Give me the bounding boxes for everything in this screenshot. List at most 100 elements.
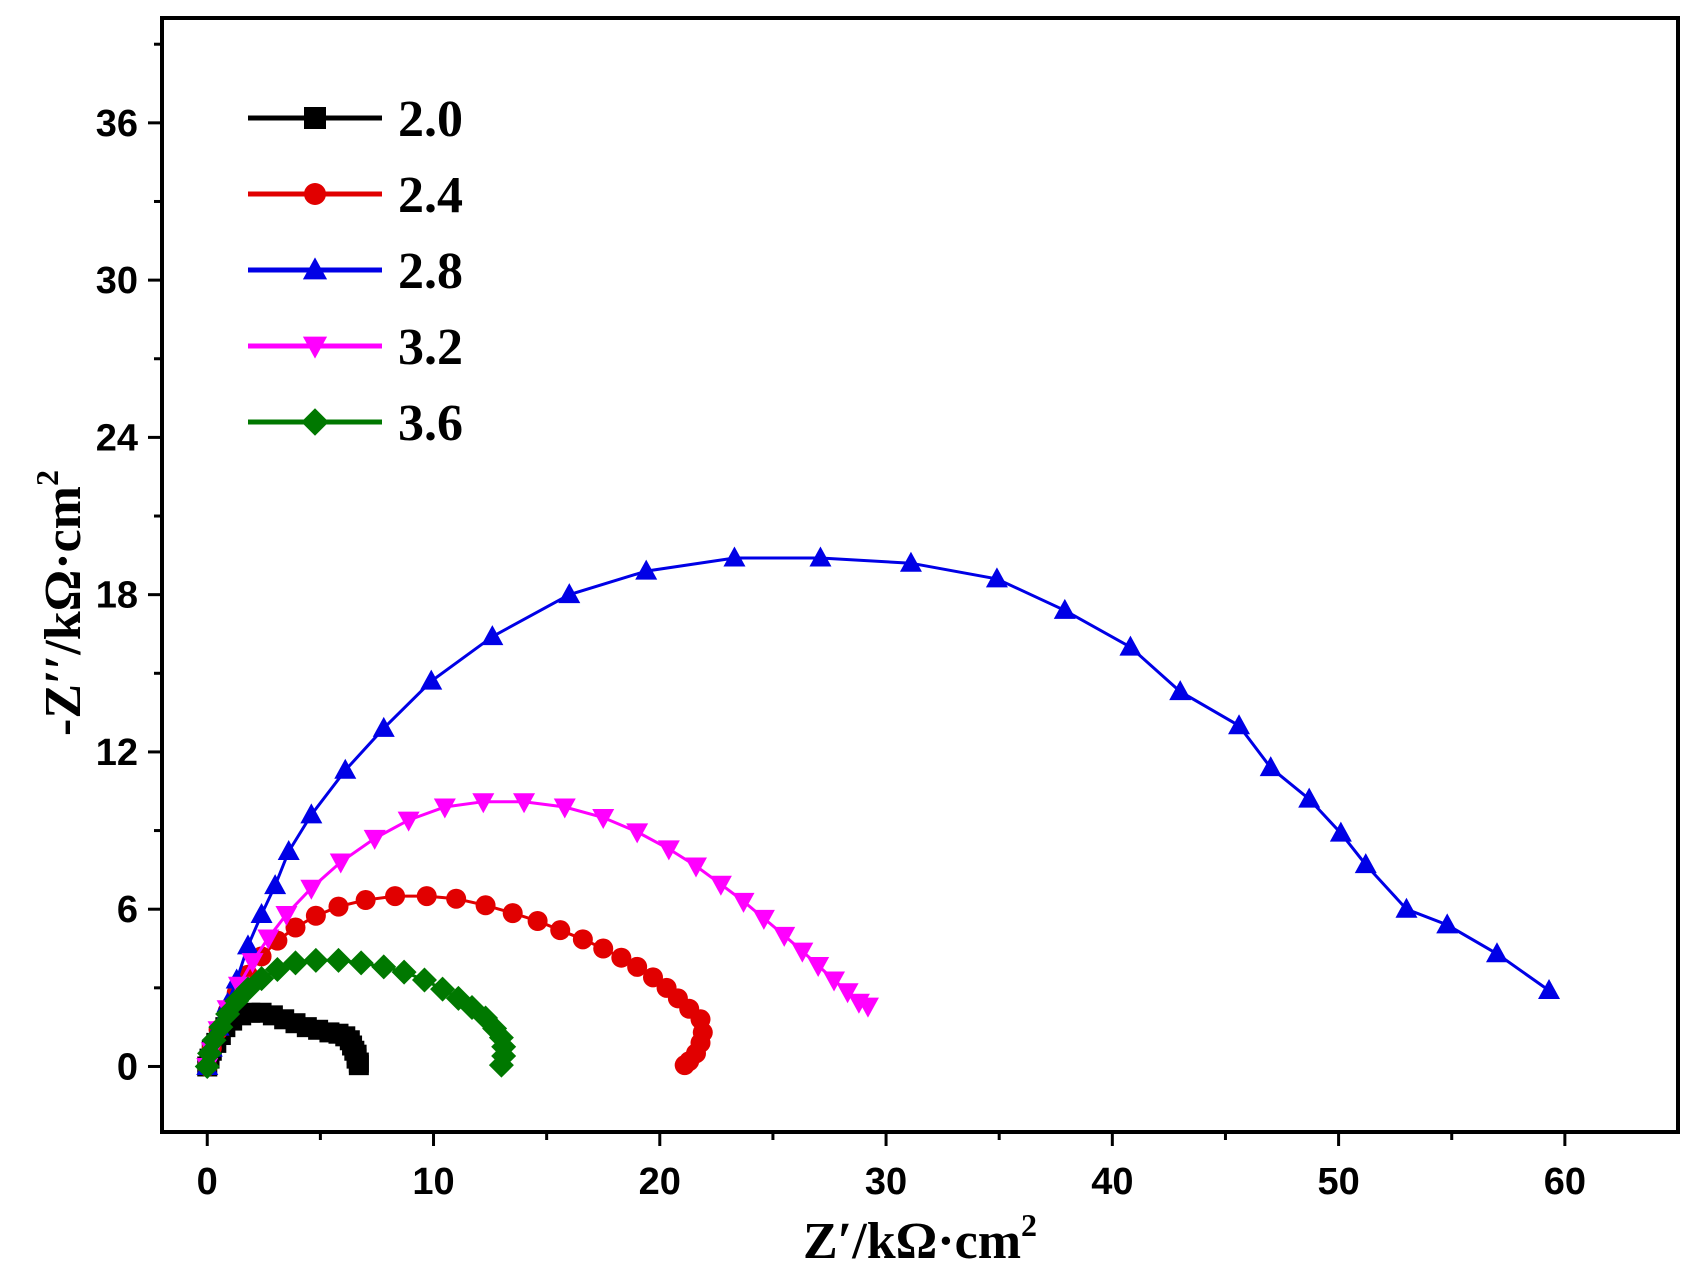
data-point [300,879,323,900]
data-point [355,890,376,911]
data-point [329,853,352,874]
data-point [1354,853,1377,874]
data-point [416,886,437,907]
y-tick-label: 0 [117,1046,138,1088]
data-point [325,947,351,973]
plot-border [160,16,1680,1134]
data-point [823,971,846,992]
data-point [807,957,830,978]
legend-marker [304,183,326,205]
series-2.8 [196,546,1561,1075]
data-point [674,1055,695,1076]
data-point [626,823,649,844]
data-point [285,917,306,938]
x-tick-label: 40 [1091,1161,1133,1203]
data-point [481,625,504,646]
data-point [250,902,273,923]
legend: 2.0 2.4 2.8 3.2 3.6 [248,91,463,452]
data-point [277,840,300,861]
data-point [513,793,536,814]
data-point [348,950,374,976]
data-point [809,546,832,567]
series-3.6 [194,947,517,1079]
data-point [1169,680,1192,701]
data-point [1485,942,1508,963]
data-point [371,954,397,980]
data-point [249,966,275,992]
data-point [773,926,796,947]
data-point [553,798,576,819]
data-point [472,793,495,814]
data-point [275,905,298,926]
plot-frame [160,16,1680,1134]
data-point [657,840,680,861]
series-2.4 [197,886,713,1077]
data-point [1395,897,1418,918]
data-point [348,1055,369,1076]
data-point [635,559,658,580]
data-point [473,1005,499,1031]
data-point [430,976,456,1002]
y-axis-title: -Z′′/kΩ·cm2 [29,470,92,736]
data-point [856,997,879,1018]
legend-label: 2.0 [398,91,463,148]
legend-marker [302,336,328,359]
data-point [558,583,581,604]
data-point [1436,913,1459,934]
data-point [411,967,437,993]
legend-marker [302,257,328,280]
x-axis-title: Z′/kΩ·cm2 [803,1207,1037,1270]
data-point [752,909,775,930]
x-axis-title-sup: 2 [1021,1207,1037,1243]
legend-item-2.0: 2.0 [248,91,463,148]
data-point [328,896,349,917]
data-point [391,959,417,985]
y-tick-label: 24 [96,417,138,459]
data-point [1053,598,1076,619]
data-point [527,910,548,931]
data-point [488,1052,514,1078]
data-point [643,967,664,988]
data-point [363,829,386,850]
data-point [1538,978,1561,999]
data-point [1119,635,1142,656]
data-point [236,934,259,955]
legend-marker [304,107,326,129]
data-point [732,892,755,913]
data-point [433,798,456,819]
data-point [791,942,814,963]
data-point [592,808,615,829]
data-point [334,758,357,779]
data-series [194,546,1561,1079]
data-point [709,875,732,896]
y-tick-label: 12 [96,732,138,774]
data-point [264,874,287,895]
y-tick-label: 36 [96,103,138,145]
data-point [985,567,1008,588]
data-point [475,895,496,916]
data-point [502,903,523,924]
data-point [572,929,593,950]
data-point [611,947,632,968]
data-point [1298,787,1321,808]
data-point [305,905,326,926]
x-tick-label: 50 [1317,1161,1359,1203]
data-point [241,953,264,974]
legend-label: 3.2 [398,319,463,376]
y-tick-label: 6 [117,889,138,931]
legend-label: 2.8 [398,243,463,300]
y-tick-label: 30 [96,260,138,302]
data-point [550,920,571,941]
data-point [300,803,323,824]
series-3.2 [196,793,879,1078]
data-point [627,956,648,977]
legend-marker [301,408,329,436]
x-tick-label: 60 [1544,1161,1586,1203]
data-point [723,546,746,567]
data-point [446,888,467,909]
data-point [593,938,614,959]
y-axis-title-main: -Z′′/kΩ·cm [35,486,92,736]
legend-label: 2.4 [398,167,463,224]
data-point [303,947,329,973]
